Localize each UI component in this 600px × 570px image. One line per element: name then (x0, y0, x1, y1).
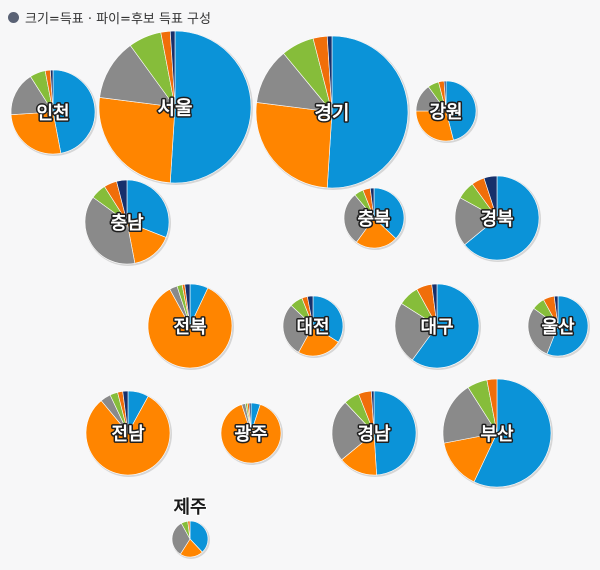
region-pie-8[interactable]: 전북 (148, 284, 234, 370)
region-pie-14[interactable]: 경남 (332, 391, 418, 477)
region-label: 울산 (541, 317, 575, 338)
region-label: 충북 (357, 209, 390, 230)
region-pie-9[interactable]: 대전 (283, 296, 345, 358)
region-label: 서울 (158, 97, 193, 119)
region-label: 광주 (234, 424, 267, 445)
region-pie-11[interactable]: 울산 (528, 296, 590, 358)
region-pie-12[interactable]: 전남 (86, 391, 172, 477)
region-label: 전남 (111, 424, 145, 445)
region-label: 경기 (315, 102, 350, 124)
region-label: 부산 (480, 424, 514, 445)
region-label: 인천 (36, 103, 69, 124)
region-label: 전북 (173, 317, 206, 338)
region-pie-15[interactable]: 부산 (443, 379, 553, 489)
region-pie-10[interactable]: 대구 (395, 284, 481, 370)
region-pie-1[interactable]: 인천 (11, 70, 97, 156)
region-pie-13[interactable]: 광주 (221, 403, 283, 465)
region-pie-5[interactable]: 충남 (85, 180, 171, 266)
region-pie-6[interactable]: 충북 (344, 188, 406, 250)
region-label: 강원 (429, 102, 462, 123)
region-pie-16[interactable]: 제주 (172, 497, 210, 559)
region-pie-4[interactable]: 강원 (416, 81, 478, 143)
region-pie-7[interactable]: 경북 (455, 176, 541, 262)
region-label: 충남 (110, 213, 144, 234)
region-pie-3[interactable]: 경기 (256, 36, 410, 190)
region-label: 대전 (296, 317, 329, 338)
region-label: 대구 (420, 317, 453, 338)
region-label: 경북 (480, 209, 513, 230)
region-label: 제주 (173, 497, 206, 518)
region-pie-2[interactable]: 서울 (99, 31, 253, 185)
region-label: 경남 (357, 424, 391, 445)
